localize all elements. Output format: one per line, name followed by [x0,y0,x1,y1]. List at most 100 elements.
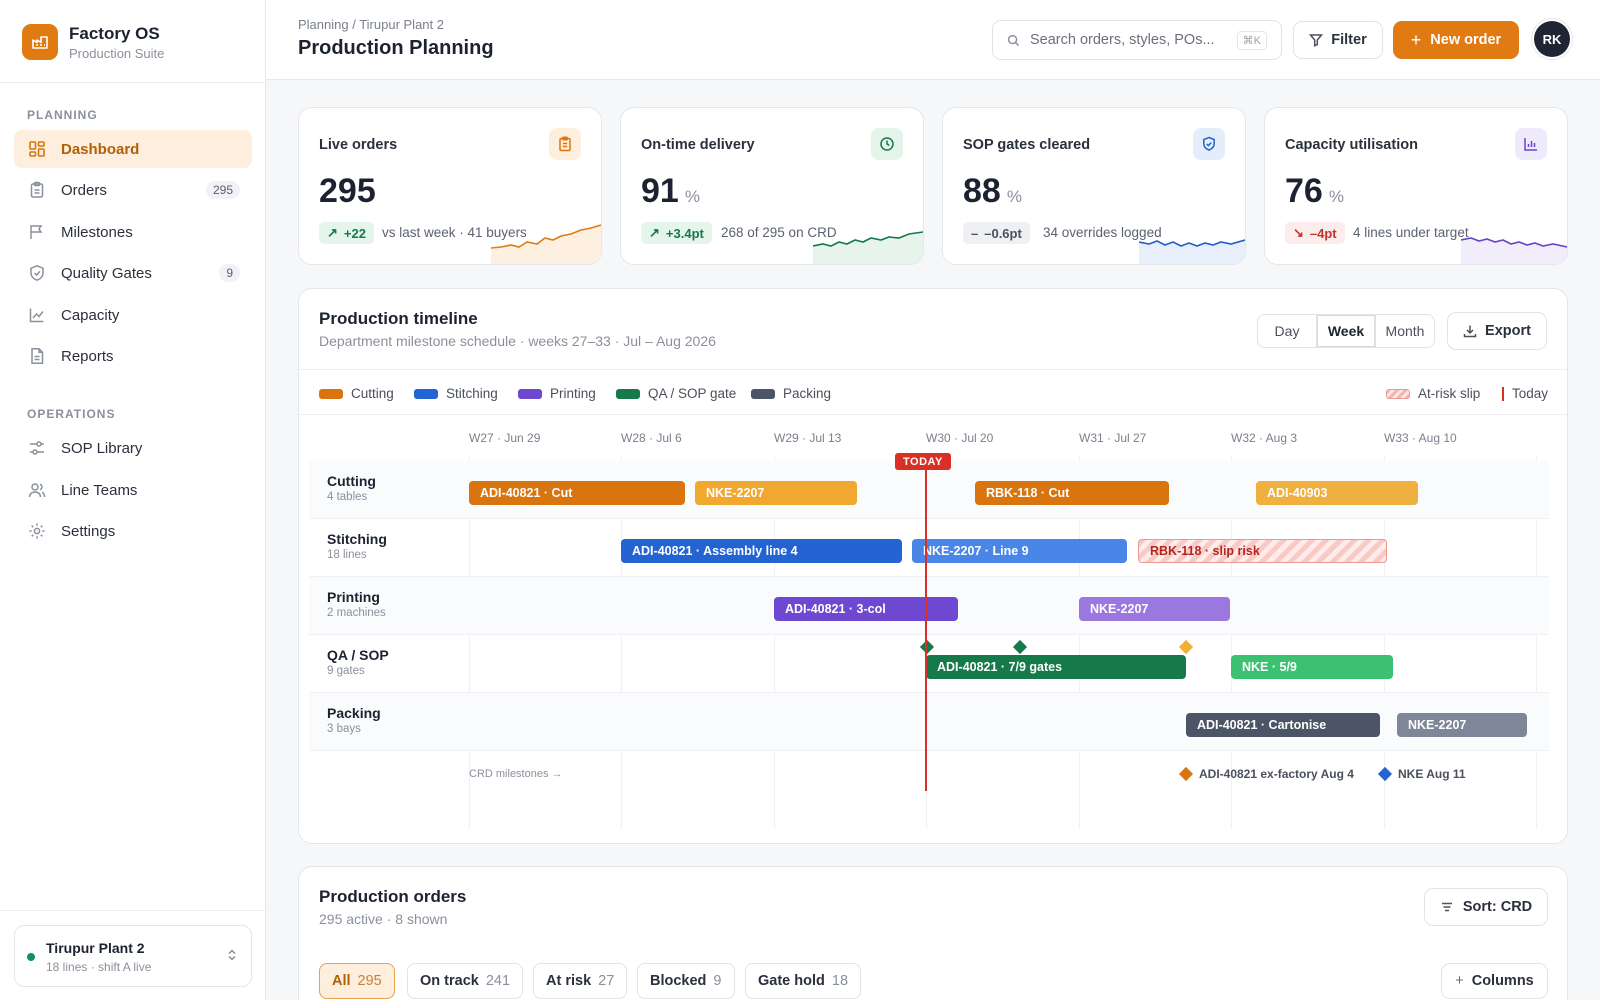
nav-item-line-teams[interactable]: Line Teams [14,471,252,509]
kpi-card-capacity: Capacity utilisation 76% ↘ –4pt 4 lines u… [1264,107,1568,265]
quality-gates-count-badge: 9 [219,264,240,282]
week-gridline [1231,455,1232,829]
grid-icon [26,138,48,160]
export-button[interactable]: Export [1447,312,1547,350]
week-label: W30 · Jul 20 [926,431,994,445]
brand-subtitle: Production Suite [69,46,165,61]
week-label: W32 · Aug 3 [1231,431,1298,445]
clipboard-icon [549,128,581,160]
kpi-delta-badge: ↗ +22 [319,222,374,244]
kpi-delta-badge: – –0.6pt [963,222,1030,244]
week-gridline [1079,455,1080,829]
kpi-label: SOP gates cleared [963,137,1091,153]
filter-button[interactable]: Filter [1293,21,1383,59]
shield-check-icon [1193,128,1225,160]
nav-item-dashboard[interactable]: Dashboard [14,130,252,168]
search-input[interactable]: Search orders, styles, POs... ⌘K [992,20,1282,60]
gantt-chart: W27 · Jun 29 W28 · Jul 6 W29 · Jul 13 W3… [309,415,1559,835]
gantt-bar[interactable]: ADI-40821 · Cut [469,481,685,505]
gantt-bar[interactable]: ADI-40821 · 7/9 gates [926,655,1186,679]
clock-icon [871,128,903,160]
dash-icon: – [971,225,979,241]
arrow-down-right-icon: ↘ [1293,225,1304,240]
gantt-bar[interactable]: NKE-2207 · Line 9 [912,539,1127,563]
view-week-button[interactable]: Week [1317,315,1376,347]
legend-today: Today [1502,386,1548,401]
nav-section-planning: PLANNING [27,108,98,122]
clipboard-icon [26,179,48,201]
nav-item-reports[interactable]: Reports [14,337,252,375]
crd-milestone-label: NKE Aug 11 [1398,767,1466,781]
nav-label: Dashboard [61,140,140,158]
arrow-up-right-icon: ↗ [327,225,338,240]
view-toggle: Day Week Month [1257,314,1435,348]
legend-packing: Packing [751,386,831,401]
crd-diamond-icon[interactable] [1377,766,1393,782]
sort-button[interactable]: Sort: CRD [1424,888,1548,926]
filter-icon [1309,33,1324,47]
breadcrumb[interactable]: Planning / Tirupur Plant 2 [298,17,444,32]
gear-icon [26,520,48,542]
gantt-bar[interactable]: NKE · 5/9 [1231,655,1393,679]
week-label: W29 · Jul 13 [774,431,842,445]
kpi-card-on-time-delivery: On-time delivery 91% ↗ +3.4pt 268 of 295 … [620,107,924,265]
filter-chip-at-risk[interactable]: At risk 27 [533,963,628,999]
nav-item-capacity[interactable]: Capacity [14,296,252,334]
timeline-title: Production timeline [319,309,478,328]
gantt-bar-at-risk[interactable]: RBK-118 · slip risk [1138,539,1387,563]
kpi-delta-badge: ↗ +3.4pt [641,222,712,244]
lane-detail: 4 tables [327,491,368,503]
gantt-bar[interactable]: NKE-2207 [1079,597,1230,621]
filter-label: Filter [1331,32,1367,48]
gantt-bar[interactable]: NKE-2207 [695,481,857,505]
week-label: W31 · Jul 27 [1079,431,1147,445]
filter-chip-all[interactable]: All 295 [319,963,395,999]
view-month-button[interactable]: Month [1385,323,1425,339]
nav-label: SOP Library [61,439,143,457]
factory-logo-icon [22,24,58,60]
topbar: Planning / Tirupur Plant 2 Production Pl… [266,0,1600,80]
gantt-bar[interactable]: ADI-40821 · Cartonise [1186,713,1380,737]
gantt-bar[interactable]: RBK-118 · Cut [975,481,1169,505]
brand-name: Factory OS [69,24,160,43]
kpi-sparkline [1139,239,1245,264]
nav-item-quality-gates[interactable]: Quality Gates 9 [14,254,252,292]
filter-chip-blocked[interactable]: Blocked 9 [637,963,735,999]
gantt-bar[interactable]: NKE-2207 [1397,713,1527,737]
nav-item-sop-library[interactable]: SOP Library [14,429,252,467]
flag-icon [26,221,48,243]
nav-item-milestones[interactable]: Milestones [14,213,252,251]
lane-detail: 18 lines [327,549,367,561]
lane-name: Packing [327,705,381,721]
filter-chip-gate-hold[interactable]: Gate hold 18 [745,963,862,999]
lane-name: Stitching [327,531,387,547]
plant-name: Tirupur Plant 2 [46,940,145,956]
kpi-delta-badge: ↘ –4pt [1285,222,1345,244]
orders-count-badge: 295 [205,181,240,199]
gantt-bar[interactable]: ADI-40821 · Assembly line 4 [621,539,902,563]
crd-milestones-label: CRD milestones → [469,768,563,780]
nav-item-orders[interactable]: Orders 295 [14,171,252,209]
crd-milestone-label: ADI-40821 ex-factory Aug 4 [1199,767,1354,781]
gantt-bar[interactable]: ADI-40903 [1256,481,1418,505]
orders-title: Production orders [319,887,467,906]
orders-subtitle: 295 active · 8 shown [319,911,448,927]
today-line [925,455,927,791]
filter-chip-on-track[interactable]: On track 241 [407,963,524,999]
arrow-up-right-icon: ↗ [649,225,660,240]
kpi-value: 76% [1285,172,1344,210]
legend-stitching: Stitching [414,386,498,401]
brand: Factory OS Production Suite [0,0,265,83]
plant-switcher[interactable]: Tirupur Plant 2 18 lines · shift A live [14,925,252,987]
nav-item-settings[interactable]: Settings [14,512,252,550]
crd-diamond-icon[interactable] [1178,766,1194,782]
avatar[interactable]: RK [1534,21,1570,57]
users-icon [26,479,48,501]
view-day-button[interactable]: Day [1258,315,1317,347]
search-icon [1007,34,1020,47]
nav-label: Reports [61,347,114,365]
gantt-bar[interactable]: ADI-40821 · 3-col [774,597,958,621]
new-order-button[interactable]: + New order [1393,21,1519,59]
columns-button[interactable]: + Columns [1441,963,1548,999]
kpi-note: vs last week · 41 buyers [382,225,527,240]
